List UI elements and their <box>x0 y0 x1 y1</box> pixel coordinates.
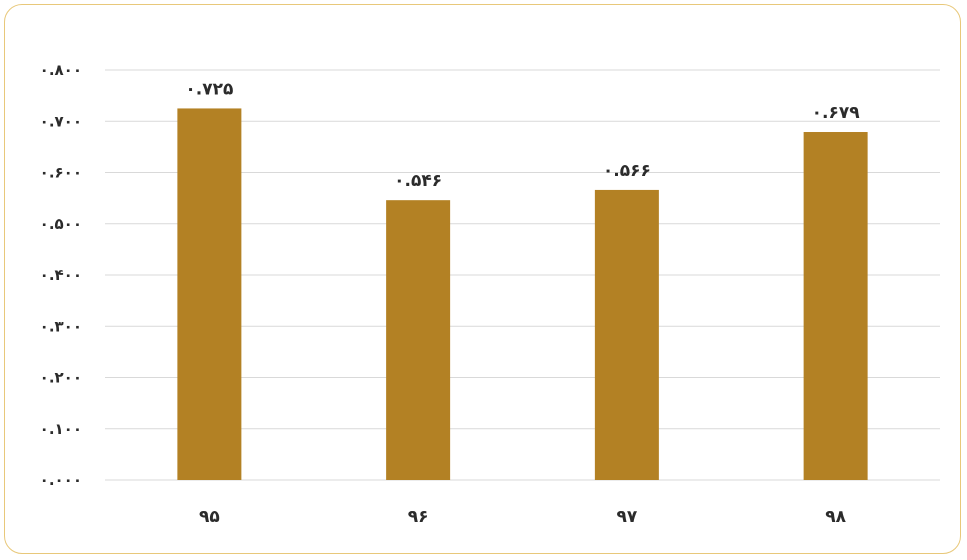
x-tick-label-2: ۹۷ <box>616 507 637 527</box>
x-tick-label-0: ۹۵ <box>199 507 220 527</box>
y-tick-label-2: ۰.۲۰۰ <box>40 369 82 387</box>
labels: ۰.۰۰۰ ۰.۱۰۰ ۰.۲۰۰ ۰.۳۰۰ ۰.۴۰۰ ۰.۵۰۰ ۰.۶۰۰ ۰.۷۰۰… <box>40 61 861 527</box>
y-tick-label-7: ۰.۷۰۰ <box>40 112 82 130</box>
data-label-1: ۰.۵۴۶ <box>394 171 442 191</box>
bar-2 <box>594 189 659 481</box>
data-label-0: ۰.۷۲۵ <box>185 79 233 99</box>
gridlines <box>105 69 940 481</box>
y-tick-label-8: ۰.۸۰۰ <box>40 61 82 79</box>
data-label-2: ۰.۵۶۶ <box>603 161 651 181</box>
y-tick-label-5: ۰.۵۰۰ <box>40 215 82 233</box>
chart-frame <box>4 4 961 554</box>
bars <box>177 108 868 481</box>
bar-1 <box>386 200 451 481</box>
y-tick-label-1: ۰.۱۰۰ <box>40 420 82 438</box>
y-tick-label-6: ۰.۶۰۰ <box>40 164 82 182</box>
bar-3 <box>803 132 868 480</box>
y-tick-label-3: ۰.۳۰۰ <box>40 317 82 335</box>
x-tick-label-3: ۹۸ <box>825 507 846 527</box>
y-tick-label-0: ۰.۰۰۰ <box>40 471 82 489</box>
x-tick-label-1: ۹۶ <box>408 507 429 527</box>
data-label-3: ۰.۶۷۹ <box>812 103 861 123</box>
bar-0 <box>177 108 242 480</box>
y-tick-label-4: ۰.۴۰۰ <box>40 266 82 284</box>
